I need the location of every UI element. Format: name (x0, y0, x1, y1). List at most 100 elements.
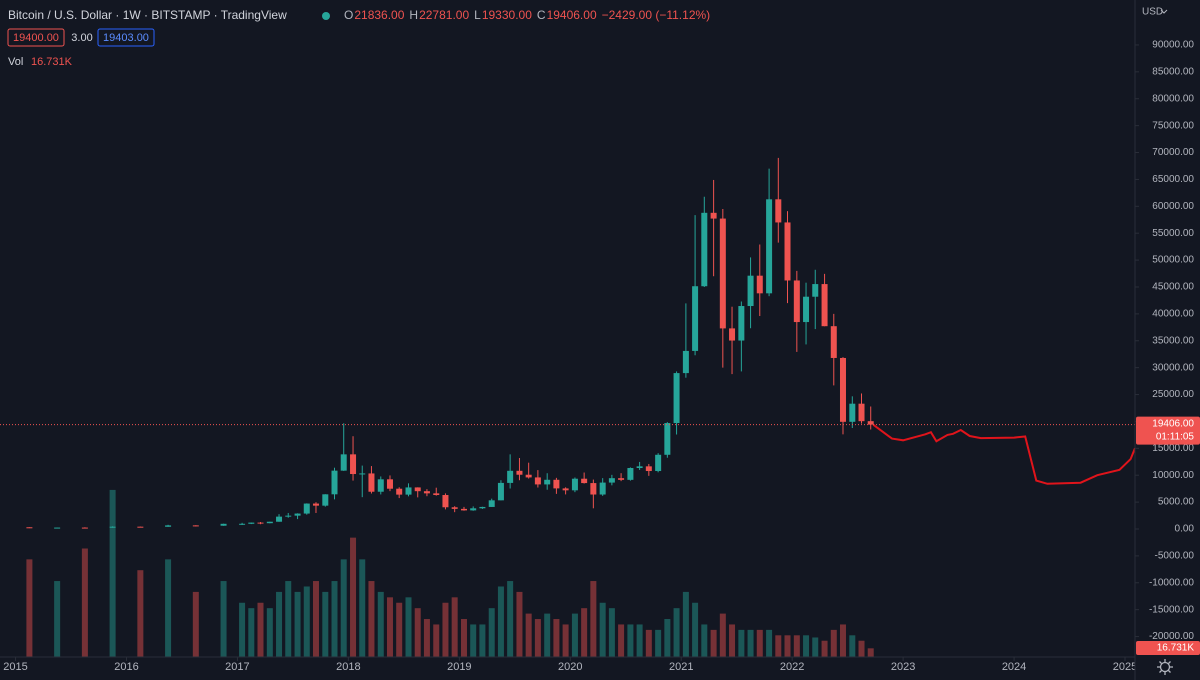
candle-body (645, 466, 652, 472)
y-tick-label: 65000.00 (1152, 174, 1194, 185)
volume-bar (137, 570, 144, 657)
candle-body (396, 488, 403, 495)
candle-body (479, 506, 486, 509)
volume-bar (682, 591, 689, 657)
market-status[interactable] (322, 12, 330, 20)
candle-body (701, 212, 708, 287)
volume-bar (488, 608, 495, 657)
candle-body (26, 527, 33, 529)
candle-body (470, 508, 477, 511)
candle-body (571, 478, 578, 491)
y-tick-label: 80000.00 (1152, 93, 1194, 104)
y-tick-label: 35000.00 (1152, 335, 1194, 346)
candle-body (239, 523, 246, 525)
candle-body (553, 479, 560, 489)
ask-box[interactable] (97, 28, 155, 47)
candle-body (109, 526, 116, 528)
ohlc-label: H (409, 8, 418, 22)
volume-last: 16.731K (31, 56, 73, 68)
candle-body (266, 521, 273, 524)
candle-body (692, 286, 699, 351)
gear (1159, 661, 1171, 673)
y-tick-label: 15000.00 (1152, 443, 1194, 454)
volume-bar (109, 489, 116, 657)
volume-bar (303, 586, 310, 657)
last-price: 19406.00 (1152, 418, 1194, 429)
y-tick-label: 90000.00 (1152, 40, 1194, 51)
volume-bar (165, 559, 172, 657)
ohlc-label: L (474, 8, 481, 22)
volume-bar (516, 591, 523, 657)
candle-body (377, 479, 384, 492)
volume-layer (26, 489, 874, 657)
currency[interactable]: USD (1142, 7, 1163, 18)
candle-body (627, 468, 634, 480)
candle-body (54, 527, 61, 529)
candle-body (821, 284, 828, 327)
candle-body (137, 526, 144, 528)
candle-body (858, 403, 865, 422)
settings-icon[interactable] (1157, 659, 1173, 675)
symbol-title[interactable]: Bitcoin / U.S. Dollar · 1W · BITSTAMP · … (8, 8, 287, 22)
volume-bar (248, 608, 255, 657)
volume-bar (479, 624, 486, 657)
candle-body (793, 280, 800, 323)
candle-body (664, 423, 671, 455)
candle-body (433, 493, 440, 496)
y-tick-label: -15000.00 (1149, 604, 1194, 615)
last-price-box (1136, 416, 1200, 445)
y-tick-label: 10000.00 (1152, 470, 1194, 481)
y-tick-label: 85000.00 (1152, 66, 1194, 77)
candle-body (599, 482, 606, 495)
volume-bar (608, 608, 615, 657)
volume-bar (655, 629, 662, 657)
candle-body (803, 296, 810, 323)
bid-box[interactable] (7, 28, 65, 47)
volume-bar (322, 591, 329, 657)
volume-last-axis: 16.731K (1157, 643, 1195, 654)
volume-bar (747, 629, 754, 657)
candle-body (562, 488, 569, 491)
x-tick-label: 2024 (1002, 661, 1026, 673)
ohlc-value: 19330.00 (482, 8, 532, 22)
volume-bar (350, 537, 357, 657)
x-tick-label: 2016 (114, 661, 138, 673)
volume-bar (285, 581, 292, 657)
candle-body (738, 306, 745, 341)
volume-bar (738, 629, 745, 657)
candle-body (322, 494, 329, 506)
candle-body (608, 478, 615, 483)
volume-bar (571, 613, 578, 657)
candle-body (285, 515, 292, 517)
volume-bar (719, 613, 726, 657)
volume-bar (414, 608, 421, 657)
candle-body (192, 525, 199, 527)
volume-bar (312, 581, 319, 657)
volume-bar (673, 608, 680, 657)
projection-line (872, 423, 1136, 485)
volume-bar (645, 629, 652, 657)
ohlc-label: O (344, 8, 353, 22)
candle-body (682, 350, 689, 374)
candle-body (81, 527, 88, 529)
candle-body (747, 275, 754, 307)
volume-bar (664, 619, 671, 657)
x-tick-label: 2018 (336, 661, 360, 673)
currency-caret (1160, 9, 1168, 14)
volume-bar (821, 640, 828, 657)
volume-bar (599, 602, 606, 657)
volume-bar (451, 597, 458, 657)
spread: 3.00 (71, 32, 92, 44)
y-tick-label: -20000.00 (1149, 631, 1194, 642)
candle-body (839, 357, 846, 422)
volume-bar (331, 581, 338, 657)
volume-bar (239, 602, 246, 657)
price-axis: USD -20000.00 -15000.00 -10000.00 -5000.00 0… (1134, 0, 1200, 680)
candle-body (488, 500, 495, 507)
candle-body (368, 473, 375, 492)
candle-body (414, 487, 421, 492)
candle-body (386, 479, 393, 489)
ohlc-values: O 21836.00 H 22781.00 L 19330.00 C 19406.00 −242… (344, 8, 710, 22)
